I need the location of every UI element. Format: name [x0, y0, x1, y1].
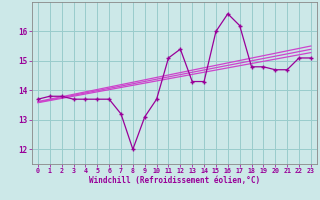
X-axis label: Windchill (Refroidissement éolien,°C): Windchill (Refroidissement éolien,°C) — [89, 176, 260, 185]
